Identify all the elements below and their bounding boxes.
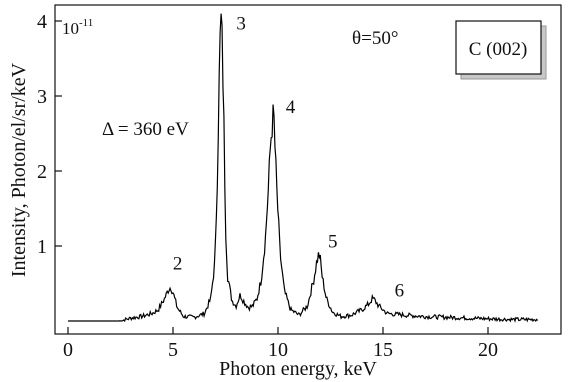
plot-frame (54, 4, 562, 335)
peak-label-5: 5 (328, 232, 338, 253)
y-axis-ticks: 1 2 3 4 (37, 11, 62, 258)
x-tick-label: 20 (478, 339, 498, 361)
peak-label-3: 3 (236, 13, 246, 34)
crystal-label: C (002) (469, 39, 528, 60)
x-tick-label: 0 (63, 339, 73, 361)
crystal-label-box: C (002) (455, 20, 547, 80)
y-scale-note: 10-11 (62, 17, 93, 38)
y-scale-exponent: -11 (79, 17, 93, 29)
peak-labels: 2 3 4 5 6 (173, 13, 404, 301)
x-axis-ticks: 0 5 10 15 20 (63, 327, 498, 361)
peak-label-2: 2 (173, 253, 183, 274)
x-tick-label: 15 (373, 339, 393, 361)
crystal-box (455, 20, 542, 75)
y-tick-label: 3 (37, 86, 47, 108)
x-tick-label: 10 (268, 339, 288, 361)
y-axis-label: Intensity, Photon/el/sr/keV (8, 62, 30, 277)
peak-label-4: 4 (286, 97, 296, 118)
delta-annotation: Δ = 360 eV (102, 119, 189, 140)
y-scale-base: 10 (62, 19, 79, 38)
angle-annotation: θ=50° (352, 28, 398, 49)
y-tick-label: 2 (37, 161, 47, 183)
y-tick-label: 4 (37, 11, 47, 33)
y-tick-label: 1 (37, 236, 47, 258)
x-axis-label: Photon energy, keV (219, 358, 377, 380)
spectrum-line (68, 13, 539, 323)
peak-label-6: 6 (395, 281, 405, 302)
x-tick-label: 5 (168, 339, 178, 361)
